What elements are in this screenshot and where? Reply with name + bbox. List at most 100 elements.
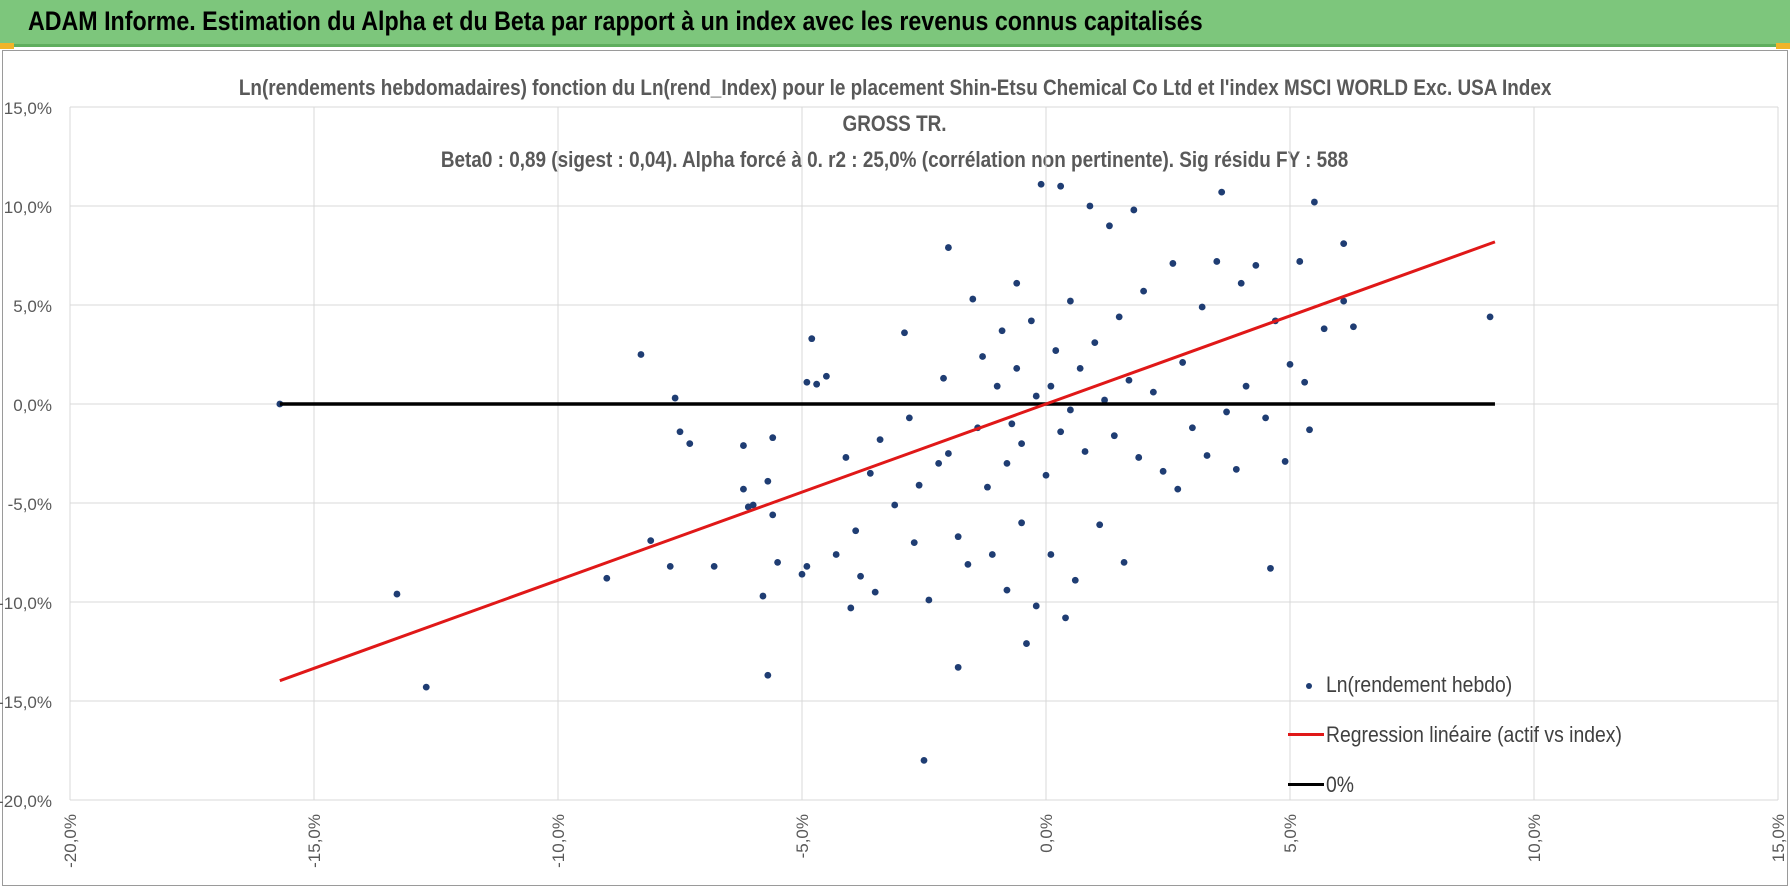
scatter-point [798, 570, 806, 578]
scatter-point [1032, 392, 1040, 400]
scatter-point [769, 434, 777, 442]
scatter-point [1110, 432, 1118, 440]
scatter-point [945, 244, 952, 251]
chart-frame [2, 50, 1788, 886]
scatter-point [676, 428, 684, 436]
scatter-point [1101, 396, 1108, 404]
scatter-point [1003, 586, 1011, 594]
y-tick-label: 0,0% [13, 396, 52, 415]
x-tick-label: -10,0% [549, 814, 568, 868]
scatter-point [915, 481, 923, 489]
scatter-point [1071, 576, 1079, 584]
scatter-point [1086, 202, 1094, 210]
legend-item-regression: Regression linéaire (actif vs index) [1288, 722, 1662, 748]
scatter-point [910, 539, 918, 546]
scatter-point [1320, 325, 1328, 333]
scatter-point [1018, 440, 1025, 447]
page-title: ADAM Informe. Estimation du Alpha et du … [28, 6, 1203, 36]
scatter-point [740, 442, 747, 449]
y-tick-label: -5,0% [8, 495, 52, 514]
scatter-point [935, 460, 943, 467]
scatter-point [603, 574, 611, 582]
scatter-point [764, 671, 772, 679]
scatter-point [1159, 467, 1167, 475]
scatter-point [954, 663, 962, 671]
y-tick-label: -10,0% [0, 594, 52, 613]
scatter-point [686, 440, 694, 447]
scatter-point [998, 327, 1006, 335]
scatter-point [1296, 258, 1304, 265]
y-tick-label: 15,0% [4, 99, 52, 118]
x-tick-label: 10,0% [1525, 814, 1544, 862]
y-tick-label: -20,0% [0, 792, 52, 811]
scatter-point [1057, 428, 1065, 436]
scatter-point [1286, 361, 1294, 368]
x-tick-label: 15,0% [1769, 814, 1788, 862]
scatter-point [764, 477, 772, 485]
scatter-point [1267, 564, 1274, 572]
scatter-point [813, 380, 821, 388]
scatter-point [1125, 376, 1133, 384]
scatter-point [925, 596, 933, 604]
scatter-point [1174, 485, 1182, 493]
scatter-point [808, 335, 816, 343]
scatter-point [710, 562, 718, 570]
chart-title-line-2: GROSS TR. [842, 111, 948, 136]
scatter-point [1042, 471, 1050, 479]
x-tick-label: -15,0% [305, 814, 324, 868]
scatter-point [1013, 364, 1021, 372]
scatter-point [1130, 206, 1138, 214]
scatter-point [1149, 388, 1157, 396]
scatter-point [993, 382, 1001, 390]
scatter-point [1067, 297, 1074, 305]
scatter-point [1262, 414, 1269, 422]
scatter-point [984, 483, 991, 491]
header-banner: ADAM Informe. Estimation du Alpha et du … [0, 0, 1790, 47]
scatter-point [954, 533, 962, 541]
corner-mark [0, 43, 14, 49]
scatter-point [1198, 303, 1206, 311]
legend-item-zero-line: 0% [1288, 772, 1358, 798]
scatter-point [803, 562, 811, 570]
scatter-point [1062, 614, 1069, 622]
scatter-point [1350, 323, 1357, 331]
scatter-point [1003, 460, 1011, 467]
scatter-point [740, 485, 747, 493]
x-tick-label: 5,0% [1281, 814, 1300, 853]
scatter-point [857, 572, 864, 580]
scatter-point [1203, 452, 1211, 459]
scatter-point [1232, 465, 1240, 473]
scatter-point [1169, 260, 1177, 267]
scatter-point [905, 414, 913, 422]
scatter-point [1081, 448, 1089, 455]
scatter-point [1213, 258, 1221, 265]
scatter-point [1037, 180, 1045, 188]
scatter-point [1223, 408, 1230, 416]
scatter-point [866, 469, 874, 477]
scatter-point [823, 372, 830, 380]
scatter-point [803, 378, 811, 386]
legend-dot-marker [1306, 683, 1312, 689]
scatter-point [979, 353, 986, 360]
scatter-point [1018, 519, 1025, 527]
scatter-point [759, 592, 767, 600]
chart-title-line-1: Ln(rendements hebdomadaires) fonction du… [238, 75, 1552, 100]
scatter-point [1340, 297, 1348, 305]
scatter-point [901, 329, 908, 337]
x-tick-label: -5,0% [793, 814, 812, 858]
y-tick-label: 5,0% [13, 297, 52, 316]
scatter-point [1281, 458, 1289, 465]
y-tick-label: 10,0% [4, 198, 52, 217]
scatter-point [1311, 198, 1318, 206]
corner-mark [1776, 43, 1790, 49]
scatter-point [945, 450, 952, 457]
scatter-point [1052, 347, 1060, 354]
x-tick-label: 0,0% [1037, 814, 1056, 853]
y-tick-label: -15,0% [0, 693, 52, 712]
legend-line-marker-black [1288, 783, 1324, 786]
scatter-point [1306, 426, 1313, 434]
legend-line-marker-red [1288, 733, 1324, 736]
scatter-point [1140, 287, 1147, 295]
regression-line [279, 240, 1496, 683]
